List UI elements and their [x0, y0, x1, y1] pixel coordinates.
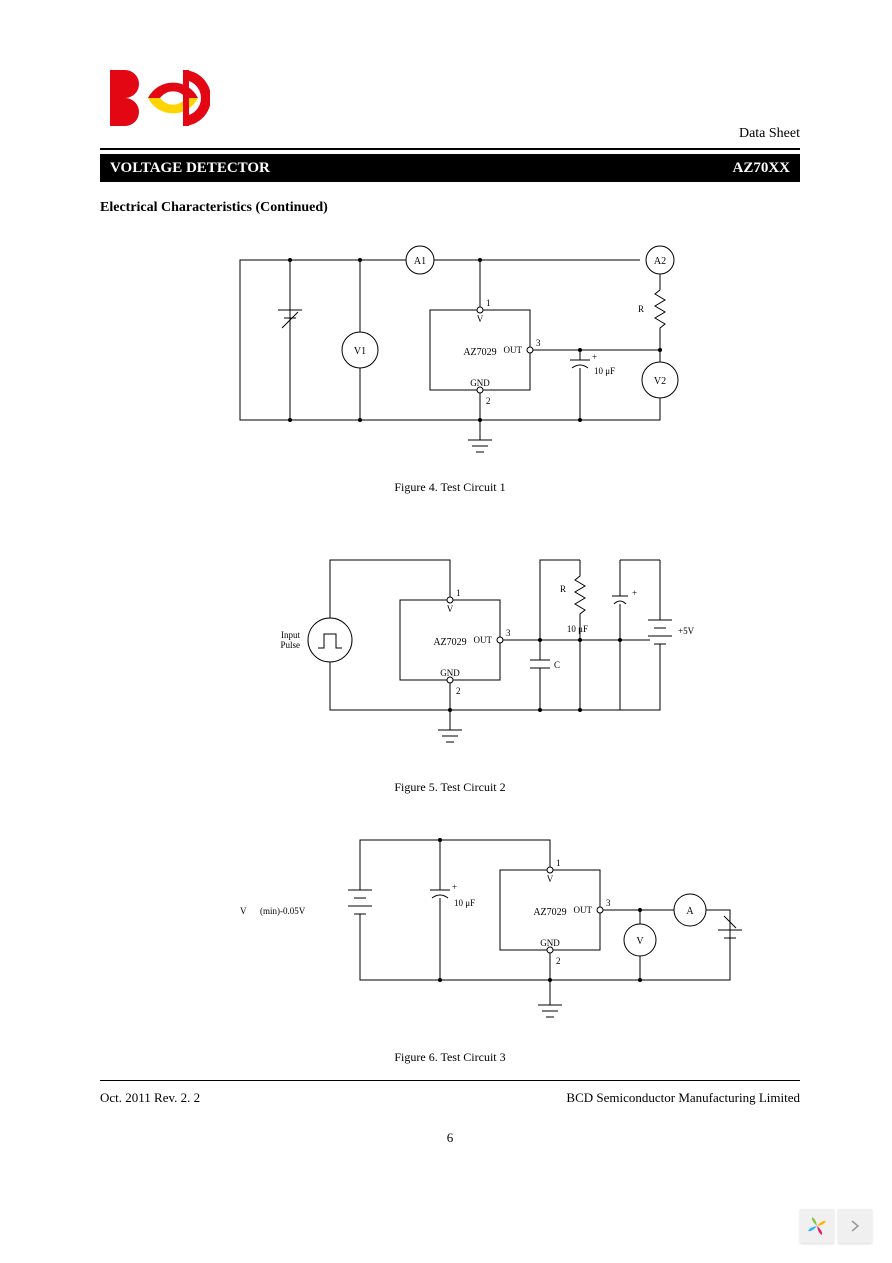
- svg-text:OUT: OUT: [474, 635, 493, 645]
- svg-text:10 μF: 10 μF: [594, 366, 615, 376]
- svg-text:A1: A1: [414, 256, 426, 267]
- svg-text:OUT: OUT: [574, 905, 593, 915]
- viewer-logo-icon[interactable]: [800, 1209, 834, 1243]
- figure-5-caption: Figure 5. Test Circuit 2: [100, 780, 800, 795]
- viewer-corner-controls: [800, 1209, 872, 1243]
- header-rule: [100, 148, 800, 150]
- svg-text:V: V: [447, 604, 454, 614]
- svg-text:GND: GND: [540, 938, 560, 948]
- svg-text:A2: A2: [654, 256, 666, 267]
- svg-text:GND: GND: [440, 668, 460, 678]
- svg-text:+: +: [452, 882, 457, 892]
- svg-text:OUT: OUT: [504, 345, 523, 355]
- svg-text:2: 2: [486, 396, 491, 406]
- svg-text:+: +: [632, 588, 637, 598]
- svg-text:V1: V1: [354, 346, 366, 357]
- title-right: AZ70XX: [732, 160, 790, 177]
- svg-text:1: 1: [556, 858, 561, 868]
- svg-text:3: 3: [536, 338, 541, 348]
- figure-4-caption: Figure 4. Test Circuit 1: [100, 480, 800, 495]
- viewer-next-icon[interactable]: [838, 1209, 872, 1243]
- figure-5-circuit: AZ7029 V OUT GND 1 3 2 Input Pulse R + 1…: [240, 540, 710, 770]
- svg-text:10 μF: 10 μF: [454, 898, 475, 908]
- svg-text:V: V: [240, 906, 247, 916]
- section-heading: Electrical Characteristics (Continued): [100, 200, 328, 216]
- svg-text:R: R: [638, 304, 644, 314]
- footer-date-rev: Oct. 2011 Rev. 2. 2: [100, 1090, 200, 1106]
- svg-text:Pulse: Pulse: [280, 640, 300, 650]
- svg-text:3: 3: [606, 898, 611, 908]
- svg-text:AZ7029: AZ7029: [533, 907, 566, 918]
- svg-text:1: 1: [456, 588, 461, 598]
- svg-text:1: 1: [486, 298, 491, 308]
- footer-rule: [100, 1080, 800, 1081]
- svg-text:2: 2: [456, 686, 461, 696]
- svg-text:V: V: [547, 874, 554, 884]
- svg-text:+5V: +5V: [678, 626, 695, 636]
- title-left: VOLTAGE DETECTOR: [110, 160, 270, 177]
- svg-text:V: V: [477, 314, 484, 324]
- svg-text:V2: V2: [654, 376, 666, 387]
- svg-text:AZ7029: AZ7029: [463, 347, 496, 358]
- svg-text:+: +: [592, 352, 597, 362]
- figure-6-circuit: AZ7029 V OUT GND 1 3 2 V (min)-0.05V + 1…: [200, 820, 760, 1040]
- svg-text:GND: GND: [470, 378, 490, 388]
- svg-text:3: 3: [506, 628, 511, 638]
- doc-type-label: Data Sheet: [739, 126, 800, 142]
- svg-text:Input: Input: [281, 630, 300, 640]
- bcd-logo: [100, 70, 210, 130]
- svg-text:2: 2: [556, 956, 561, 966]
- page-number: 6: [100, 1130, 800, 1146]
- title-bar: VOLTAGE DETECTOR AZ70XX: [100, 154, 800, 182]
- svg-text:R: R: [560, 584, 566, 594]
- figure-4-circuit: AZ7029 V OUT GND 1 3 2 A1 V1 A2 R + 10 μ…: [160, 240, 730, 480]
- footer-company: BCD Semiconductor Manufacturing Limited: [566, 1090, 800, 1106]
- svg-text:A: A: [686, 906, 694, 917]
- figure-6-caption: Figure 6. Test Circuit 3: [100, 1050, 800, 1065]
- svg-text:AZ7029: AZ7029: [433, 637, 466, 648]
- svg-text:C: C: [554, 660, 560, 670]
- svg-text:V: V: [636, 936, 644, 947]
- svg-text:(min)-0.05V: (min)-0.05V: [260, 906, 306, 916]
- svg-text:10 μF: 10 μF: [567, 624, 588, 634]
